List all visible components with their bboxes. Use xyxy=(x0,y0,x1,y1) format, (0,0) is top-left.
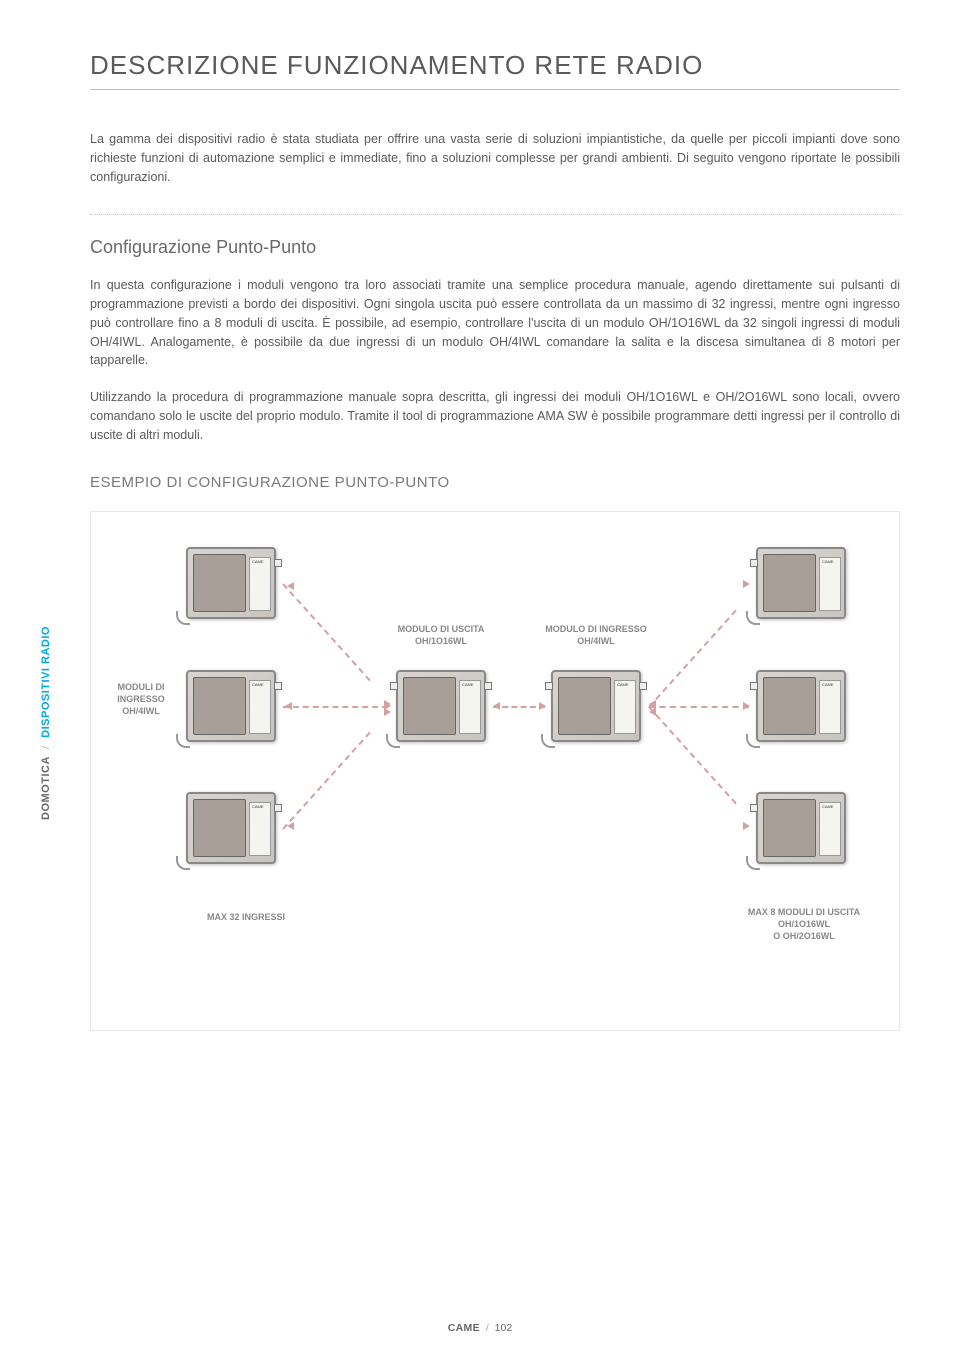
connection-line xyxy=(282,584,370,682)
page-footer: CAME / 102 xyxy=(0,1322,960,1334)
footer-page-number: 102 xyxy=(495,1322,513,1334)
arrow-icon xyxy=(743,822,750,830)
example-title: ESEMPIO DI CONFIGURAZIONE PUNTO-PUNTO xyxy=(90,474,900,491)
arrow-icon xyxy=(743,580,750,588)
arrow-icon xyxy=(649,708,656,716)
module-input-center: CAME xyxy=(551,670,641,742)
arrow-icon xyxy=(285,702,292,710)
side-label-dispositivi: DISPOSITIVI RADIO xyxy=(40,626,52,738)
arrow-icon xyxy=(539,702,546,710)
caption-modulo-ingresso: MODULO DI INGRESSO OH/4IWL xyxy=(531,624,661,647)
arrow-icon xyxy=(287,582,294,590)
module-input-3: CAME xyxy=(186,792,276,864)
section-subtitle: Configurazione Punto-Punto xyxy=(90,237,900,258)
module-input-2: CAME xyxy=(186,670,276,742)
connection-line xyxy=(648,707,736,805)
module-output-1: CAME xyxy=(756,547,846,619)
body-paragraph-1: In questa configurazione i moduli vengon… xyxy=(90,276,900,370)
connection-line xyxy=(648,610,736,708)
caption-max8: MAX 8 MODULI DI USCITA OH/1O16WL O OH/2O… xyxy=(729,907,879,942)
connection-line xyxy=(283,706,388,708)
connection-line xyxy=(493,706,545,708)
dotted-divider xyxy=(90,214,900,215)
connection-line xyxy=(282,732,370,830)
module-output-2: CAME xyxy=(756,670,846,742)
module-output-center: CAME xyxy=(396,670,486,742)
slash-icon: / xyxy=(486,1322,489,1334)
module-output-3: CAME xyxy=(756,792,846,864)
caption-moduli-ingresso: MODULI DI INGRESSO OH/4IWL xyxy=(106,682,176,717)
arrow-icon xyxy=(384,708,391,716)
module-input-1: CAME xyxy=(186,547,276,619)
caption-modulo-uscita: MODULO DI USCITA OH/1O16WL xyxy=(376,624,506,647)
footer-brand: CAME xyxy=(448,1322,480,1334)
arrow-icon xyxy=(493,702,500,710)
intro-paragraph: La gamma dei dispositivi radio è stata s… xyxy=(90,130,900,186)
slash-icon: / xyxy=(40,745,52,749)
configuration-diagram: CAME CAME CAME MODULI DI INGRESSO OH/4IW… xyxy=(90,511,900,1031)
connection-line xyxy=(649,706,749,708)
caption-max32: MAX 32 INGRESSI xyxy=(191,912,301,924)
body-paragraph-2: Utilizzando la procedura di programmazio… xyxy=(90,388,900,444)
arrow-icon xyxy=(287,822,294,830)
side-category-label: DOMOTICA / DISPOSITIVI RADIO xyxy=(40,626,52,820)
page-title: DESCRIZIONE FUNZIONAMENTO RETE RADIO xyxy=(90,50,900,90)
side-label-domotica: DOMOTICA xyxy=(40,757,52,820)
arrow-icon xyxy=(743,702,750,710)
